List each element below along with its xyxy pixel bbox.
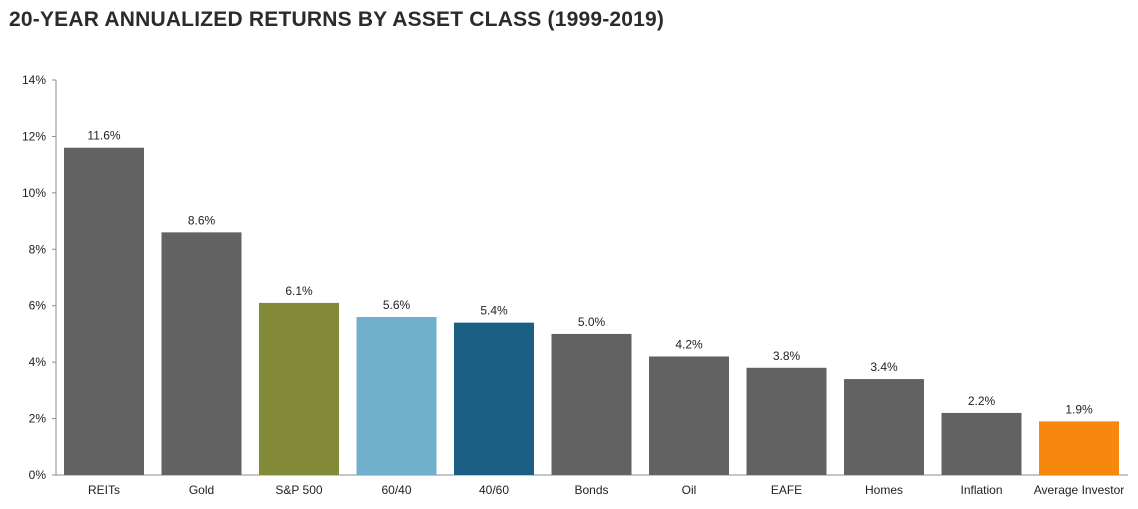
y-tick-label: 4% — [29, 355, 47, 369]
x-tick-label: Oil — [682, 483, 697, 497]
bar-4 — [454, 322, 534, 475]
data-label: 5.4% — [480, 304, 508, 318]
bar-5 — [551, 333, 632, 475]
data-label: 11.6% — [87, 129, 120, 143]
chart-title: 20-YEAR ANNUALIZED RETURNS BY ASSET CLAS… — [9, 8, 665, 31]
y-tick-label: 14% — [22, 73, 46, 87]
bar-7 — [746, 367, 827, 475]
y-tick-label: 6% — [29, 299, 47, 313]
x-tick-label: 40/60 — [479, 483, 509, 497]
data-label: 6.1% — [285, 284, 313, 298]
chart-labels: 11.6% REITs 8.6% Gold 6.1% S&P 500 5.6% 60/40 5.… — [87, 129, 1124, 497]
y-tick-label: 12% — [22, 129, 46, 143]
data-label: 5.0% — [578, 315, 606, 329]
bar-0 — [64, 147, 144, 475]
x-tick-label: REITs — [88, 483, 120, 497]
y-tick-label: 8% — [29, 242, 47, 256]
data-label: 4.2% — [675, 338, 703, 352]
bar-1 — [161, 232, 242, 475]
data-label: 5.6% — [383, 298, 411, 312]
x-tick-label: Inflation — [960, 483, 1002, 497]
x-tick-label: 60/40 — [381, 483, 411, 497]
data-label: 8.6% — [188, 213, 216, 227]
bar-8 — [844, 379, 924, 475]
chart-bars — [64, 147, 1119, 475]
bar-9 — [941, 412, 1022, 475]
x-tick-label: Homes — [865, 483, 903, 497]
x-tick-label: Bonds — [574, 483, 608, 497]
x-tick-label: EAFE — [771, 483, 802, 497]
x-tick-label: Gold — [189, 483, 214, 497]
y-tick-label: 0% — [29, 468, 47, 482]
x-tick-label: Average Investor — [1034, 483, 1125, 497]
y-tick-label: 10% — [22, 186, 46, 200]
y-tick-label: 2% — [29, 412, 47, 426]
bar-3 — [356, 317, 437, 475]
bar-10 — [1039, 421, 1119, 475]
bar-6 — [649, 356, 729, 475]
data-label: 3.8% — [773, 349, 801, 363]
x-tick-label: S&P 500 — [275, 483, 322, 497]
data-label: 3.4% — [870, 360, 898, 374]
bar-2 — [259, 302, 339, 475]
data-label: 1.9% — [1065, 402, 1093, 416]
data-label: 2.2% — [968, 394, 996, 408]
